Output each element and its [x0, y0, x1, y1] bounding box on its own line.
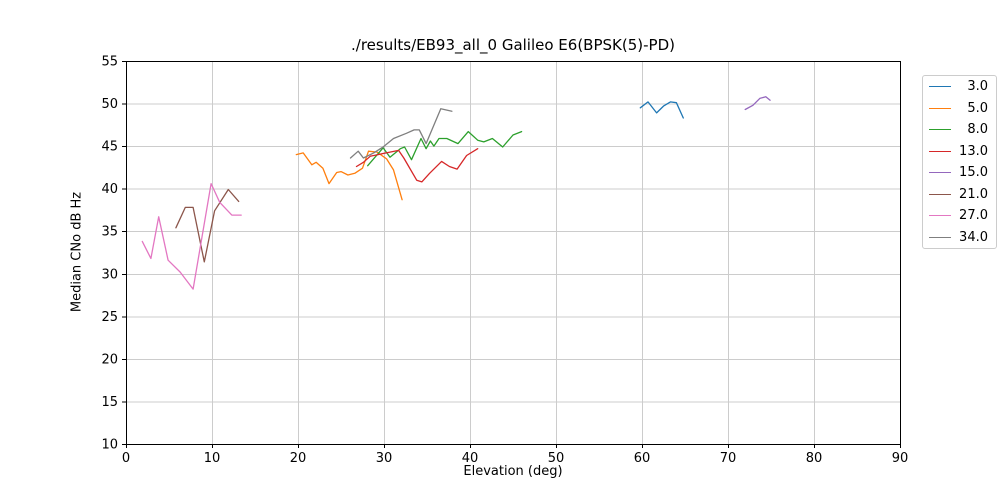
- legend: 3.0 5.0 8.0 13.0 15.0 21.0 27.0 34.0: [922, 75, 997, 249]
- legend-line-sample: [929, 215, 951, 217]
- y-tick-label: 15: [101, 395, 118, 410]
- series-line-15.0: [744, 96, 771, 111]
- x-axis-label: Elevation (deg): [463, 464, 563, 479]
- legend-line-sample: [929, 236, 951, 238]
- legend-item: 8.0: [929, 119, 988, 141]
- legend-item: 27.0: [929, 205, 988, 227]
- y-tick-label: 10: [101, 438, 118, 453]
- series-line-8.0: [367, 130, 523, 167]
- legend-line-sample: [929, 193, 951, 195]
- y-tick-label: 55: [101, 55, 118, 70]
- legend-item-label: 8.0: [967, 122, 988, 138]
- y-tick-label: 20: [101, 352, 118, 367]
- legend-item-label: 3.0: [967, 79, 988, 95]
- legend-item-label: 15.0: [959, 165, 988, 181]
- x-tick-label: 70: [720, 451, 737, 466]
- series-line-21.0: [175, 188, 240, 263]
- series-line-13.0: [355, 148, 479, 183]
- y-tick-label: 50: [101, 97, 118, 112]
- legend-item: 21.0: [929, 184, 988, 206]
- series-line-3.0: [639, 101, 684, 119]
- series-line-5.0: [295, 150, 403, 201]
- series-line-34.0: [349, 108, 453, 159]
- legend-item-label: 21.0: [959, 186, 988, 202]
- legend-line-sample: [929, 86, 951, 88]
- y-tick-label: 30: [101, 267, 118, 282]
- legend-line-sample: [929, 107, 951, 109]
- x-tick-label: 80: [806, 451, 823, 466]
- legend-item: 13.0: [929, 141, 988, 163]
- legend-item-label: 34.0: [959, 229, 988, 245]
- legend-item-label: 13.0: [959, 143, 988, 159]
- series-line-27.0: [141, 182, 242, 290]
- legend-item: 5.0: [929, 98, 988, 120]
- legend-line-sample: [929, 172, 951, 174]
- x-tick-label: 90: [892, 451, 909, 466]
- y-tick-label: 25: [101, 310, 118, 325]
- x-tick-label: 40: [462, 451, 479, 466]
- plot-border: [126, 61, 901, 445]
- x-tick-label: 20: [290, 451, 307, 466]
- x-tick-label: 50: [548, 451, 565, 466]
- legend-item: 3.0: [929, 76, 988, 98]
- y-tick-label: 35: [101, 225, 118, 240]
- legend-item-label: 27.0: [959, 208, 988, 224]
- legend-line-sample: [929, 129, 951, 131]
- x-tick-label: 0: [122, 451, 130, 466]
- legend-item-label: 5.0: [967, 100, 988, 116]
- y-tick-label: 45: [101, 140, 118, 155]
- legend-item: 15.0: [929, 162, 988, 184]
- x-tick-label: 30: [376, 451, 393, 466]
- legend-line-sample: [929, 150, 951, 152]
- x-tick-label: 60: [634, 451, 651, 466]
- y-tick-label: 40: [101, 182, 118, 197]
- y-axis-label: Median CNo dB Hz: [69, 191, 85, 313]
- x-tick-label: 10: [204, 451, 221, 466]
- chart-title: ./results/EB93_all_0 Galileo E6(BPSK(5)-…: [351, 36, 675, 54]
- legend-item: 34.0: [929, 227, 988, 249]
